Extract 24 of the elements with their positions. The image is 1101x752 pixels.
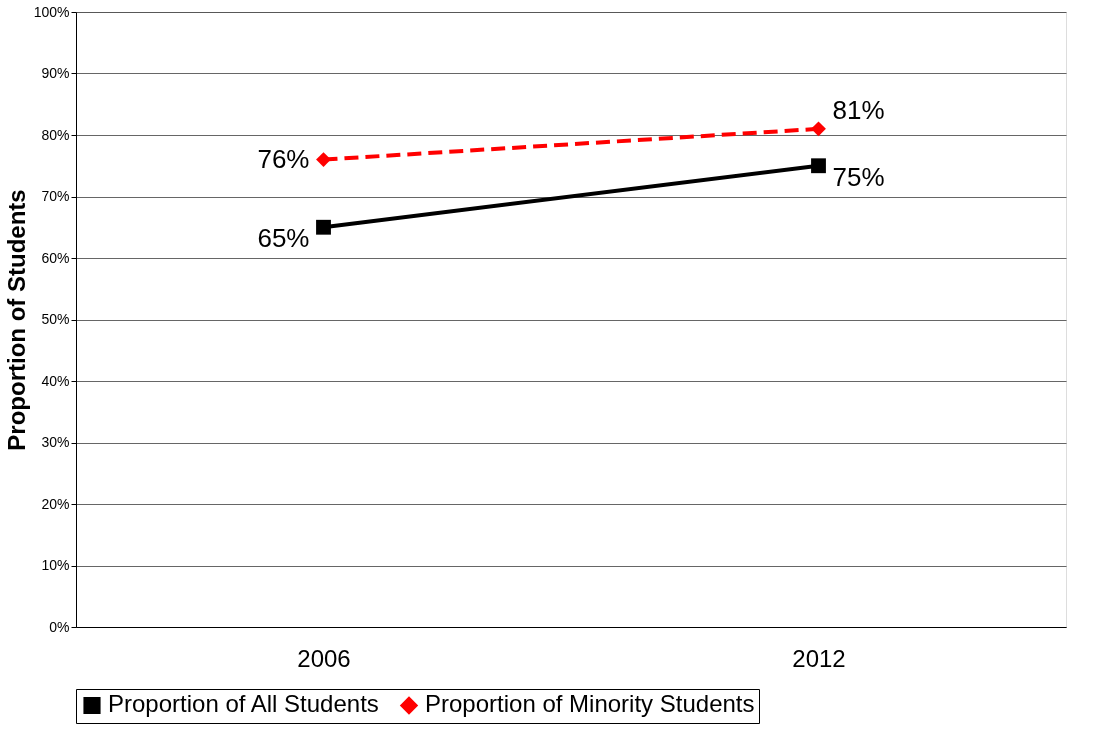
y-tick-label: 20% xyxy=(41,495,70,512)
point xyxy=(316,219,331,235)
y-tick-label: 40% xyxy=(41,372,70,389)
y-tick-label: 80% xyxy=(41,126,70,143)
point xyxy=(811,158,826,174)
x-tick-label: 2006 xyxy=(297,644,351,672)
y-axis-title: Proportion of Students xyxy=(2,189,30,451)
y-tick-label: 70% xyxy=(41,188,70,204)
y-tick-label: 50% xyxy=(41,311,70,327)
point xyxy=(811,121,826,137)
y-tick-label: 90% xyxy=(41,65,70,81)
x-tick-label: 2012 xyxy=(792,644,846,672)
data-label: 75% xyxy=(832,161,885,192)
y-tick-label: 0% xyxy=(49,618,70,635)
data-label: 65% xyxy=(257,223,310,254)
data-label: 76% xyxy=(257,143,310,174)
point xyxy=(316,152,331,168)
data-label: 81% xyxy=(832,94,885,125)
y-tick-label: 30% xyxy=(41,434,70,450)
legend-label: Proportion of All Students xyxy=(108,690,379,718)
y-tick-label: 60% xyxy=(41,249,70,266)
legend-label: Proportion of Minority Students xyxy=(425,690,755,718)
y-tick-label: 10% xyxy=(41,557,70,573)
y-tick-label: 100% xyxy=(33,3,70,20)
